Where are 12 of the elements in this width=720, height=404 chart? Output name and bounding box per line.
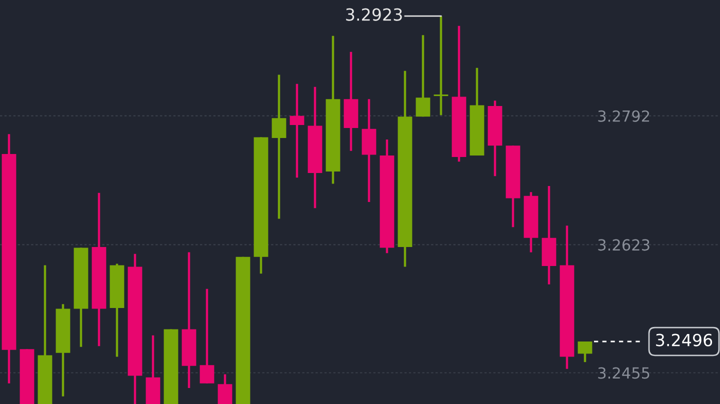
y-tick-label: 3.2455: [598, 367, 650, 379]
ref-line-label: 3.2496: [656, 334, 712, 346]
y-tick-label: 3.2792: [598, 110, 650, 122]
candlestick: [290, 82, 304, 179]
y-tick-label: 3.2623: [598, 239, 650, 251]
candlestick: [200, 288, 214, 385]
candlestick: [218, 373, 232, 404]
annotation: 3.2923: [346, 8, 402, 21]
candlestick: [434, 14, 448, 116]
candlestick: [578, 340, 592, 364]
candlestick: [272, 74, 286, 220]
candlestick: [416, 34, 430, 118]
